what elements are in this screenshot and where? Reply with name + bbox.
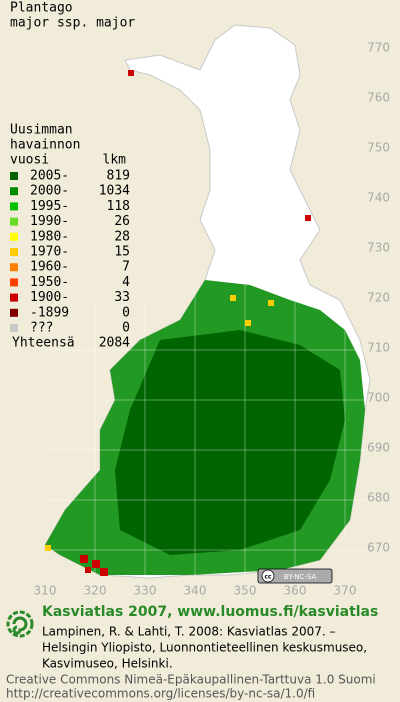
legend-swatch [10,232,18,241]
legend-count: 819 [107,169,130,184]
grid-label-y: 680 [367,491,390,505]
legend-swatch [10,308,18,317]
citation-line: Kasvimuseo, Helsinki. [42,657,173,671]
legend-label: 1980- [30,229,69,244]
legend-count: 4 [122,275,130,290]
grid-label-y: 770 [367,41,390,55]
map-grid [45,285,370,578]
grid-label-y: 750 [367,141,390,155]
legend-label: 2005- [30,169,69,184]
legend-label: ??? [30,321,53,336]
legend-count: 26 [114,214,130,229]
legend-swatch [10,217,18,226]
distribution-core [115,330,345,555]
legend-label: -1899 [30,305,69,320]
grid-label-x: 320 [84,584,107,598]
legend-header: vuosi [10,153,49,168]
grid-label-x: 360 [284,584,307,598]
grid-label-y: 730 [367,241,390,255]
badge-text: BY-NC-SA [284,573,317,581]
legend-count: 118 [107,199,130,214]
license-line: Creative Commons Nimeä-Epäkaupallinen-Ta… [6,673,376,687]
citation-line: Helsingin Yliopisto, Luonnontieteellinen… [42,641,367,655]
badge-cc: cc [264,574,272,581]
citation-line: Lampinen, R. & Lahti, T. 2008: Kasviatla… [42,625,336,639]
legend-swatch [10,187,18,196]
grid-label-y: 690 [367,441,390,455]
grid-label-x: 330 [134,584,157,598]
legend-swatch [10,248,18,256]
legend-total: 2084 [99,336,130,351]
legend-count: 33 [114,290,130,305]
legend-label: 2000- [30,184,69,199]
grid-label-y: 760 [367,91,390,105]
cc-badge: cc BY-NC-SA [257,568,333,584]
logo [6,610,34,638]
legend-count: 0 [122,305,130,320]
grid-label-x: 310 [34,584,57,598]
legend-header: Uusimman [10,123,73,138]
license-line: http://creativecommons.org/licenses/by-n… [6,687,315,701]
legend-swatch [10,172,18,180]
legend-header: lkm [103,153,127,168]
old-records [80,70,311,576]
grid-label-y: 700 [367,391,390,405]
legend-swatch [10,293,18,302]
grid-label-x: 340 [184,584,207,598]
legend-label: 1970- [30,245,69,260]
title-line: Plantago [10,1,73,16]
grid-label-x: 370 [334,584,357,598]
legend-count: 28 [114,229,130,244]
grid-label-x: 350 [234,584,257,598]
legend-swatch [10,278,18,287]
legend-swatch [10,202,18,211]
legend-label: 1995- [30,199,69,214]
grid-label-y: 670 [367,541,390,555]
legend-label: 1950- [30,275,69,290]
legend-label: 1960- [30,260,69,275]
legend-label: 1990- [30,214,69,229]
legend-count: 0 [122,321,130,336]
site-title: Kasviatlas 2007, www.luomus.fi/kasviatla… [42,604,378,620]
grid-label-y: 720 [367,291,390,305]
legend-count: 7 [122,260,130,275]
legend-count: 1034 [99,184,130,199]
title-line: major ssp. major [10,16,135,31]
legend-count: 15 [114,245,130,260]
legend-label: 1900- [30,290,69,305]
legend-swatch [10,263,18,272]
legend-header: havainnon [10,138,80,153]
grid-label-y: 740 [367,191,390,205]
legend-swatch [10,324,18,332]
legend-total-label: Yhteensä [12,336,75,351]
early-records [45,295,274,551]
grid-label-y: 710 [367,341,390,355]
